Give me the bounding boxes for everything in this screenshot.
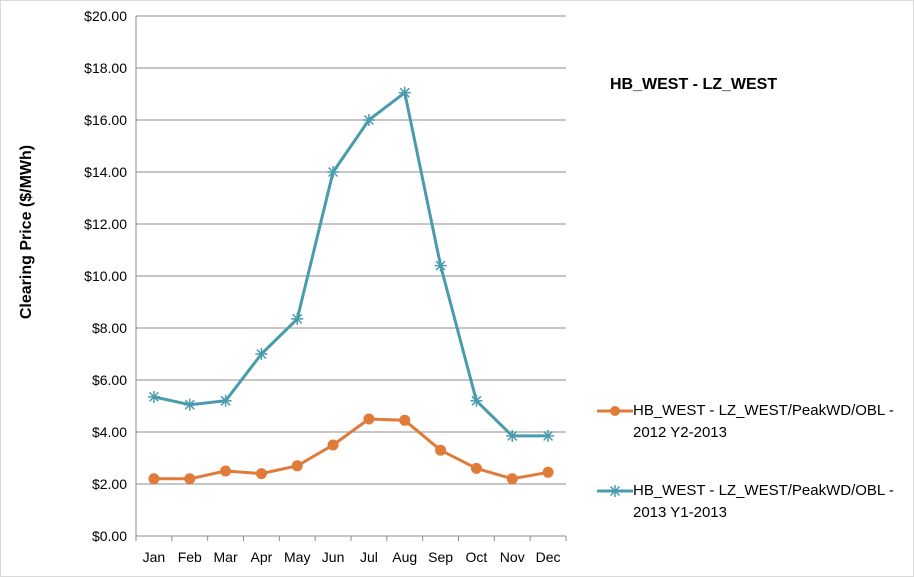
x-tick-label: May xyxy=(284,549,310,565)
data-point-series-1 xyxy=(542,466,554,478)
data-point-series-2 xyxy=(434,259,447,272)
y-tick-label: $8.00 xyxy=(92,320,127,336)
data-point-series-1 xyxy=(506,473,518,485)
data-point-series-1 xyxy=(435,444,447,456)
x-tick-label: Feb xyxy=(178,549,202,565)
data-point-series-1 xyxy=(291,460,303,472)
y-tick-label: $18.00 xyxy=(84,60,127,76)
data-point-series-2 xyxy=(291,312,304,325)
data-point-series-2 xyxy=(255,348,268,360)
x-tick-label: Nov xyxy=(500,549,525,565)
x-tick-label: Jun xyxy=(322,549,345,565)
data-point-series-1 xyxy=(148,473,160,485)
data-point-series-1 xyxy=(220,465,232,477)
data-point-series-2 xyxy=(542,429,555,442)
x-tick-label: Sep xyxy=(428,549,453,565)
data-point-series-2 xyxy=(470,394,483,407)
x-tick-label: Apr xyxy=(251,549,273,565)
y-tick-label: $20.00 xyxy=(84,8,127,24)
legend-label-series-1: HB_WEST - LZ_WEST/PeakWD/OBL - 2012 Y2-2… xyxy=(633,402,894,441)
y-tick-label: $4.00 xyxy=(92,424,127,440)
legend-swatch-series-1 xyxy=(597,406,633,416)
data-point-series-1 xyxy=(327,439,339,451)
y-axis-title: Clearing Price ($/MWh) xyxy=(18,144,35,320)
y-tick-label: $16.00 xyxy=(84,112,127,128)
data-point-series-1 xyxy=(399,414,411,426)
y-tick-label: $2.00 xyxy=(92,476,127,492)
y-tick-label: $14.00 xyxy=(84,164,127,180)
series-line-1 xyxy=(153,417,549,481)
x-tick-label: Dec xyxy=(536,549,561,565)
data-point-series-2 xyxy=(183,398,196,411)
data-point-series-1 xyxy=(470,462,482,474)
legend-swatch-series-2 xyxy=(597,485,633,497)
y-tick-label: $12.00 xyxy=(84,216,127,232)
legend-item-series-2: HB_WEST - LZ_WEST/PeakWD/OBL - 2013 Y1-2… xyxy=(595,480,905,530)
x-tick-label: Oct xyxy=(466,549,488,565)
x-tick-label: Jan xyxy=(143,549,166,565)
data-point-series-2 xyxy=(327,166,340,178)
legend-label-series-2: HB_WEST - LZ_WEST/PeakWD/OBL - 2013 Y1-2… xyxy=(633,482,894,521)
data-point-series-1 xyxy=(255,468,267,480)
y-tick-label: $6.00 xyxy=(92,372,127,388)
data-point-series-2 xyxy=(362,114,375,126)
data-point-series-2 xyxy=(147,390,160,403)
data-point-series-2 xyxy=(398,86,411,99)
data-point-series-2 xyxy=(219,394,232,407)
x-tick-label: Jul xyxy=(360,549,378,565)
x-tick-label: Aug xyxy=(392,549,417,565)
series-line-2 xyxy=(153,91,549,438)
data-point-series-2 xyxy=(506,429,519,442)
legend-item-series-1: HB_WEST - LZ_WEST/PeakWD/OBL - 2012 Y2-2… xyxy=(595,400,905,450)
chart-title: HB_WEST - LZ_WEST xyxy=(610,76,778,93)
y-tick-label: $10.00 xyxy=(84,268,127,284)
y-tick-label: $0.00 xyxy=(92,528,127,544)
data-point-series-1 xyxy=(184,473,196,485)
x-tick-label: Mar xyxy=(214,549,238,565)
data-point-series-1 xyxy=(363,413,375,425)
